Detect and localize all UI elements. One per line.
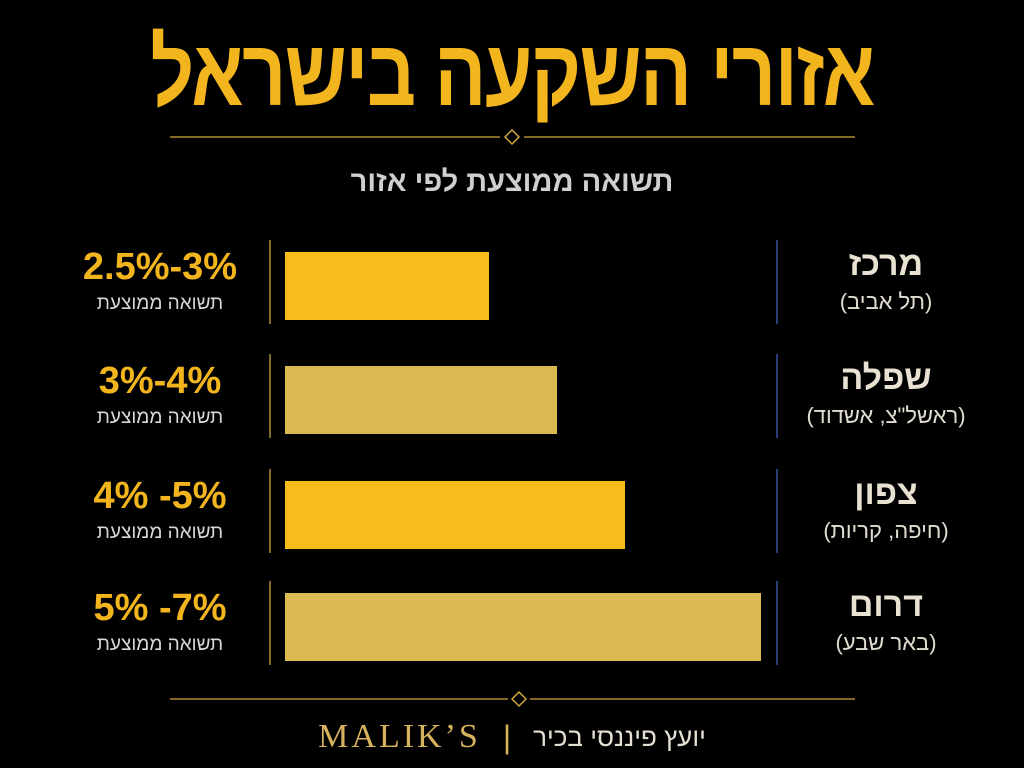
region-label-group: צפון (חיפה, קריות) — [780, 473, 992, 545]
bar-2 — [285, 481, 625, 549]
diamond-ornament-icon — [510, 690, 528, 708]
average-return-label: תשואה ממוצעת — [96, 293, 224, 314]
bar-3 — [285, 593, 761, 661]
chart-bars — [285, 252, 761, 661]
region-label-group: מרכז (תל אביב) — [780, 244, 992, 316]
footer: MALIK’S | יועץ פיננסי בכיר — [0, 712, 1024, 762]
range-label: 4% -5% — [93, 475, 227, 517]
value-label-group: 5% -7% תשואה ממוצעת — [40, 587, 280, 657]
range-label: 5% -7% — [93, 587, 227, 629]
bar-0 — [285, 252, 489, 320]
region-name: דרום — [848, 586, 924, 624]
value-label-group: 2.5%-3% תשואה ממוצעת — [40, 246, 280, 316]
region-name: שפלה — [840, 359, 932, 397]
bar-1 — [285, 366, 557, 434]
range-label: 3%-4% — [98, 360, 222, 402]
region-cities: (באר שבע) — [835, 630, 937, 655]
range-label: 2.5%-3% — [82, 246, 238, 288]
row-dividers — [269, 240, 778, 665]
title-divider — [170, 128, 855, 146]
region-label-group: שפלה (ראשל"צ, אשדוד) — [780, 358, 992, 430]
footer-separator: | — [502, 718, 512, 755]
diamond-ornament-icon — [503, 128, 521, 146]
average-return-label: תשואה ממוצעת — [96, 407, 224, 428]
page-title: אזורי השקעה בישראל — [150, 20, 875, 125]
region-cities: (ראשל"צ, אשדוד) — [806, 403, 966, 428]
region-name: מרכז — [848, 245, 924, 283]
average-return-label: תשואה ממוצעת — [96, 522, 224, 543]
region-cities: (חיפה, קריות) — [823, 518, 949, 543]
region-name: צפון — [854, 474, 918, 512]
footer-divider — [170, 690, 855, 708]
brand-logo-text: MALIK’S — [318, 718, 481, 755]
region-cities: (תל אביב) — [839, 289, 933, 314]
region-label-group: דרום (באר שבע) — [780, 585, 992, 657]
value-label-group: 3%-4% תשואה ממוצעת — [40, 360, 280, 430]
chart-subtitle: תשואה ממוצעת לפי אזור — [350, 166, 674, 198]
average-return-label: תשואה ממוצעת — [96, 634, 224, 655]
footer-tagline: יועץ פיננסי בכיר — [533, 721, 706, 752]
value-label-group: 4% -5% תשואה ממוצעת — [40, 475, 280, 545]
